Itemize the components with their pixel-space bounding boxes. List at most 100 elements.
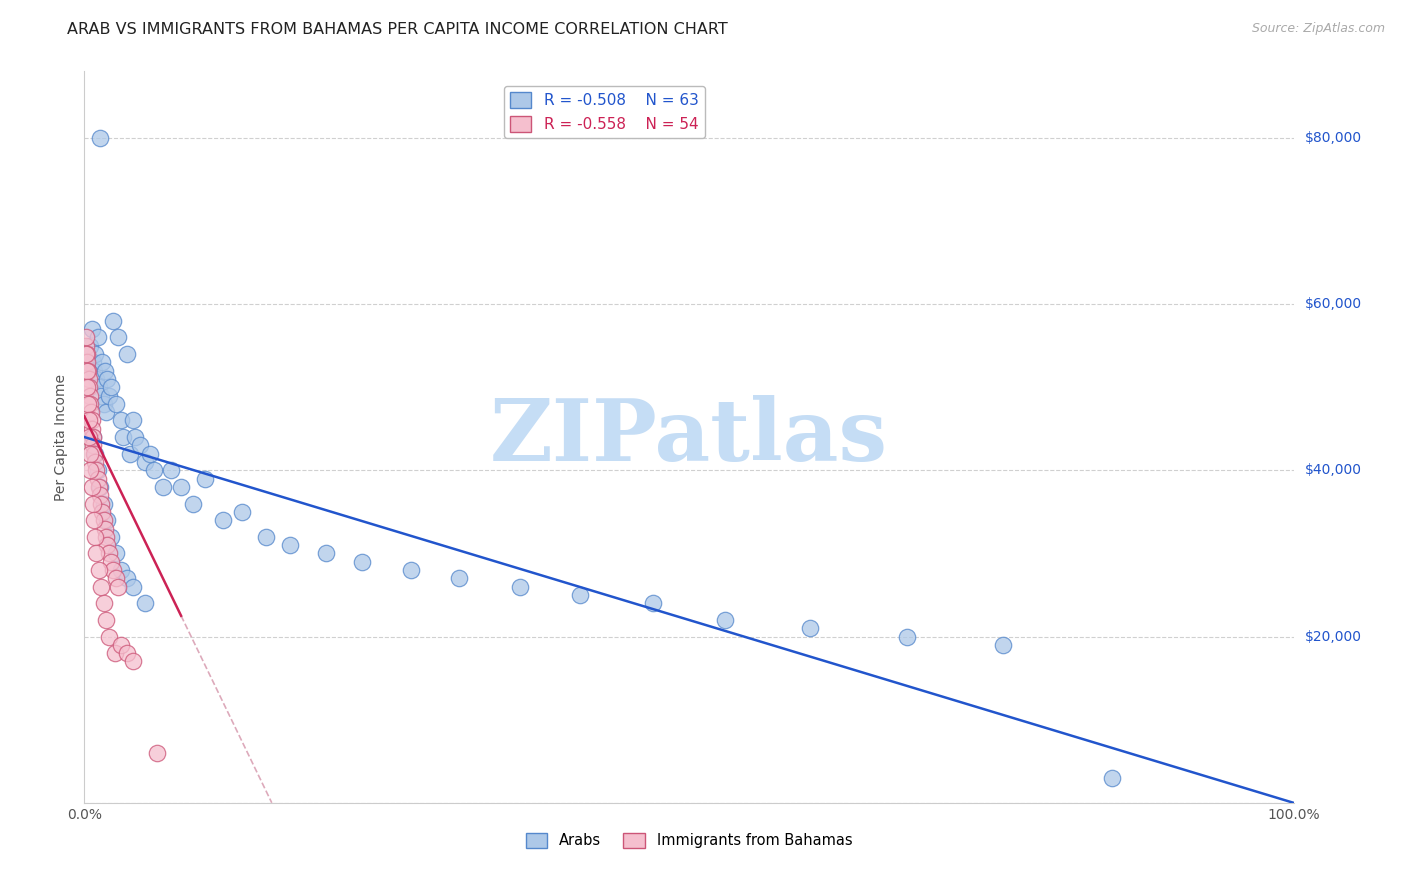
Point bbox=[84, 447, 107, 461]
Point bbox=[97, 630, 120, 644]
Point bbox=[80, 480, 103, 494]
Point bbox=[509, 580, 531, 594]
Point bbox=[86, 372, 108, 386]
Point bbox=[79, 388, 101, 402]
Point bbox=[896, 630, 918, 644]
Point bbox=[86, 330, 108, 344]
Point bbox=[231, 505, 253, 519]
Point bbox=[112, 430, 135, 444]
Point bbox=[91, 505, 114, 519]
Point bbox=[93, 513, 115, 527]
Point bbox=[993, 638, 1015, 652]
Point bbox=[315, 546, 337, 560]
Point bbox=[714, 613, 737, 627]
Point bbox=[90, 580, 112, 594]
Point bbox=[82, 438, 104, 452]
Point bbox=[569, 588, 592, 602]
Point bbox=[75, 338, 97, 352]
Point bbox=[79, 397, 101, 411]
Point bbox=[212, 513, 235, 527]
Point bbox=[799, 621, 821, 635]
Point bbox=[352, 555, 374, 569]
Point bbox=[83, 513, 105, 527]
Point bbox=[103, 563, 125, 577]
Legend: Arabs, Immigrants from Bahamas: Arabs, Immigrants from Bahamas bbox=[520, 827, 858, 854]
Point bbox=[399, 563, 422, 577]
Point bbox=[75, 330, 97, 344]
Point bbox=[90, 497, 112, 511]
Point bbox=[84, 530, 107, 544]
Point bbox=[146, 746, 169, 760]
Point bbox=[107, 580, 129, 594]
Point bbox=[449, 571, 471, 585]
Point bbox=[104, 571, 127, 585]
Point bbox=[124, 430, 146, 444]
Point bbox=[96, 513, 118, 527]
Point bbox=[138, 447, 160, 461]
Point bbox=[83, 363, 105, 377]
Point bbox=[143, 463, 166, 477]
Point bbox=[93, 596, 115, 610]
Point bbox=[94, 521, 117, 535]
Point bbox=[87, 480, 110, 494]
Point bbox=[104, 646, 127, 660]
Text: ZIPatlas: ZIPatlas bbox=[489, 395, 889, 479]
Point bbox=[76, 347, 98, 361]
Text: ARAB VS IMMIGRANTS FROM BAHAMAS PER CAPITA INCOME CORRELATION CHART: ARAB VS IMMIGRANTS FROM BAHAMAS PER CAPI… bbox=[67, 22, 728, 37]
Point bbox=[152, 480, 174, 494]
Point bbox=[97, 388, 120, 402]
Point bbox=[77, 380, 100, 394]
Point bbox=[103, 314, 125, 328]
Point bbox=[100, 555, 122, 569]
Point bbox=[87, 563, 110, 577]
Point bbox=[121, 655, 143, 669]
Point bbox=[134, 455, 156, 469]
Point bbox=[100, 530, 122, 544]
Point bbox=[115, 646, 138, 660]
Point bbox=[82, 430, 104, 444]
Point bbox=[90, 388, 112, 402]
Point bbox=[75, 347, 97, 361]
Point bbox=[115, 347, 138, 361]
Text: $80,000: $80,000 bbox=[1305, 131, 1362, 145]
Point bbox=[93, 497, 115, 511]
Y-axis label: Per Capita Income: Per Capita Income bbox=[55, 374, 69, 500]
Point bbox=[121, 580, 143, 594]
Point bbox=[96, 538, 118, 552]
Point bbox=[278, 538, 301, 552]
Point bbox=[89, 488, 111, 502]
Point bbox=[80, 405, 103, 419]
Text: $40,000: $40,000 bbox=[1305, 463, 1361, 477]
Point bbox=[79, 338, 101, 352]
Point bbox=[86, 463, 108, 477]
Point bbox=[160, 463, 183, 477]
Point bbox=[83, 447, 105, 461]
Point bbox=[86, 463, 108, 477]
Point bbox=[82, 355, 104, 369]
Point bbox=[77, 363, 100, 377]
Point bbox=[80, 322, 103, 336]
Point bbox=[86, 472, 108, 486]
Point bbox=[84, 455, 107, 469]
Point bbox=[89, 480, 111, 494]
Point bbox=[120, 447, 142, 461]
Point bbox=[84, 347, 107, 361]
Point bbox=[82, 422, 104, 436]
Point bbox=[121, 413, 143, 427]
Point bbox=[170, 480, 193, 494]
Text: $20,000: $20,000 bbox=[1305, 630, 1361, 643]
Point bbox=[93, 397, 115, 411]
Point bbox=[104, 546, 127, 560]
Point bbox=[77, 372, 100, 386]
Point bbox=[79, 463, 101, 477]
Point bbox=[80, 413, 103, 427]
Point bbox=[107, 330, 129, 344]
Point bbox=[94, 405, 117, 419]
Point bbox=[96, 372, 118, 386]
Point bbox=[82, 430, 104, 444]
Point bbox=[89, 131, 111, 145]
Text: $60,000: $60,000 bbox=[1305, 297, 1362, 311]
Point bbox=[641, 596, 664, 610]
Point bbox=[76, 380, 98, 394]
Point bbox=[194, 472, 217, 486]
